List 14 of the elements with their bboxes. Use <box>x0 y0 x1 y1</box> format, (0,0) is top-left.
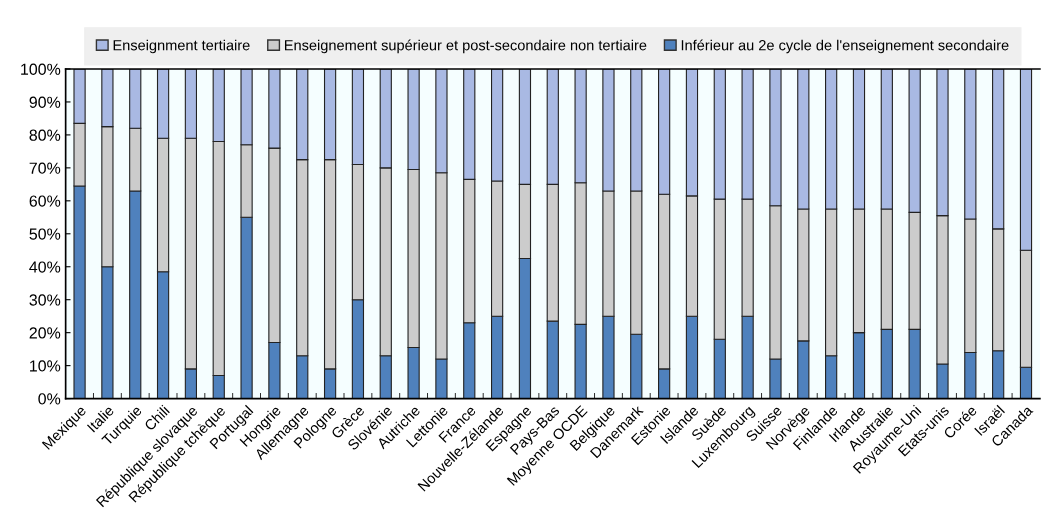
y-tick-label: 10% <box>30 360 61 372</box>
legend-label: Inférieur au 2e cycle de l'enseignement secondaire <box>681 39 1009 54</box>
y-tick-label: 100% <box>21 63 61 75</box>
y-tick-label: 50% <box>29 228 61 240</box>
y-tick-label: 40% <box>29 261 61 273</box>
y-tick-label: 80% <box>29 129 61 141</box>
y-tick-label: 90% <box>29 96 61 108</box>
y-tick-label: 30% <box>29 294 61 306</box>
legend-label: Enseignment tertiaire <box>113 39 250 54</box>
legend-label: Enseignement supérieur et post-secondaire non tertiaire <box>284 39 647 54</box>
y-tick-label: 70% <box>29 162 61 174</box>
y-tick-label: 20% <box>29 327 61 339</box>
y-tick-label: 60% <box>29 195 61 207</box>
y-tick-label: 0% <box>38 393 61 405</box>
